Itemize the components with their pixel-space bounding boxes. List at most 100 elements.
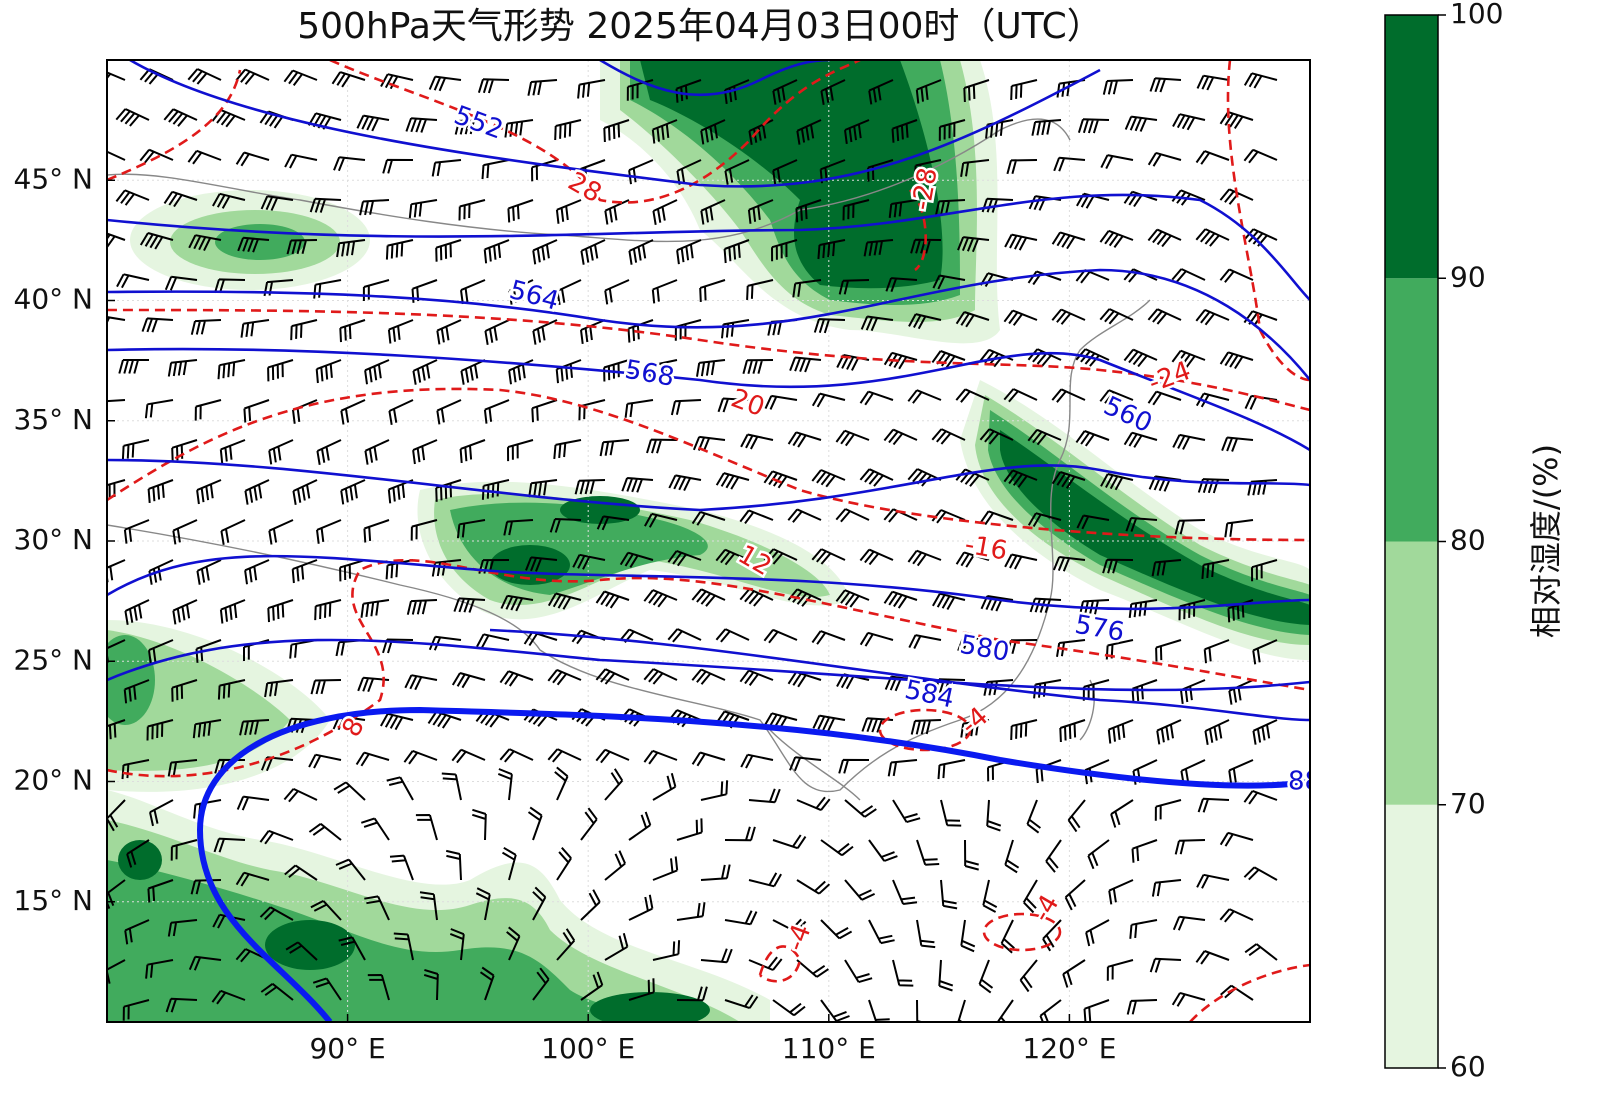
wind-barb xyxy=(339,559,366,582)
wind-barb xyxy=(916,919,936,949)
wind-barb xyxy=(835,429,870,447)
wind-barb xyxy=(286,239,318,255)
wind-barb xyxy=(356,114,390,132)
wind-barb xyxy=(603,359,630,382)
wind-barb xyxy=(308,822,342,841)
wind-barb xyxy=(213,837,246,853)
wind-barb xyxy=(556,279,582,305)
wind-barb xyxy=(403,749,438,765)
wind-barb xyxy=(916,839,940,866)
wind-barb xyxy=(507,199,534,223)
wind-barb xyxy=(748,788,781,804)
wind-barb xyxy=(107,799,126,832)
wind-barb xyxy=(674,319,702,341)
wind-barb xyxy=(412,439,438,465)
wind-barb xyxy=(124,919,150,945)
wind-barb xyxy=(649,359,678,380)
wind-barb xyxy=(1110,799,1134,828)
y-tick-label: 25° N xyxy=(14,643,93,676)
wind-barb xyxy=(163,190,198,208)
wind-barb xyxy=(628,894,654,921)
wind-barb xyxy=(554,119,582,141)
wind-barb xyxy=(668,474,702,492)
wind-barb xyxy=(859,548,894,566)
wind-barb xyxy=(1228,759,1254,785)
wind-barb xyxy=(603,119,630,143)
wind-barb xyxy=(435,239,462,262)
wind-barb xyxy=(910,238,942,254)
wind-barb xyxy=(268,439,294,465)
wind-barb xyxy=(844,119,870,145)
wind-barb xyxy=(580,971,604,1001)
wind-barb xyxy=(126,839,150,868)
wind-barb xyxy=(868,839,898,862)
wind-barb xyxy=(1019,959,1038,993)
x-tick-label: 120° E xyxy=(1022,1032,1116,1065)
wind-barb xyxy=(1171,268,1206,283)
wind-barb xyxy=(555,359,582,384)
wind-barb xyxy=(336,239,366,258)
wind-barb xyxy=(211,989,246,1005)
wind-barb xyxy=(192,719,222,739)
wind-barb xyxy=(479,966,495,1001)
wind-barb xyxy=(913,159,942,180)
wind-barb xyxy=(652,856,679,881)
wind-barb xyxy=(764,394,798,410)
wind-barb xyxy=(1125,517,1158,532)
wind-barb xyxy=(389,854,414,881)
wind-barb xyxy=(1031,119,1062,136)
wind-barb xyxy=(360,599,390,618)
wind-barb xyxy=(243,399,270,423)
wind-barb xyxy=(574,479,606,495)
wind-barb xyxy=(244,479,270,505)
wind-barb xyxy=(580,889,601,921)
wind-barb xyxy=(387,319,414,344)
wind-barb xyxy=(916,999,925,1022)
wind-barb xyxy=(454,119,486,135)
y-tick-label: 15° N xyxy=(14,884,93,917)
wind-barb xyxy=(796,959,829,978)
wind-barb xyxy=(427,710,462,729)
map-title: 500hPa天气形势 2025年04月03日00时（UTC） xyxy=(297,6,1103,47)
wind-barb xyxy=(259,110,294,129)
wind-barb xyxy=(691,588,726,607)
wind-barb xyxy=(147,879,174,903)
wind-barb xyxy=(933,678,966,694)
wind-barb xyxy=(235,68,270,85)
colorbar-tick-label: 80 xyxy=(1450,524,1486,557)
wind-barb xyxy=(1172,433,1206,450)
wind-barb xyxy=(1178,599,1206,621)
wind-barb xyxy=(811,469,846,488)
wind-barb xyxy=(149,799,174,827)
colorbar-label: 相对湿度/(%) xyxy=(1527,444,1565,638)
wind-barb xyxy=(628,811,652,841)
wind-barb xyxy=(171,679,198,702)
wind-barb xyxy=(1219,188,1254,205)
wind-barb xyxy=(624,399,654,418)
wind-barb xyxy=(531,399,558,423)
height-label: 560 xyxy=(1099,391,1157,439)
wind-barb xyxy=(477,78,510,94)
y-tick-label: 20° N xyxy=(14,764,93,797)
wind-barb xyxy=(1051,471,1086,489)
wind-barb xyxy=(476,633,510,649)
wind-barb xyxy=(188,234,222,252)
wind-barb xyxy=(316,439,342,465)
wind-barb xyxy=(796,796,831,812)
wind-barb xyxy=(792,279,822,298)
wind-barb xyxy=(219,599,246,624)
wind-barb xyxy=(1228,679,1254,705)
wind-barb xyxy=(435,479,462,502)
wind-barb xyxy=(331,71,366,88)
wind-barb xyxy=(360,817,390,841)
wind-barb xyxy=(339,319,366,343)
wind-barb xyxy=(940,879,958,910)
wind-barb xyxy=(497,768,513,801)
wind-barb xyxy=(1172,113,1206,131)
colorbar-segment xyxy=(1385,278,1438,542)
wind-barb xyxy=(628,978,655,1001)
wind-barb xyxy=(1174,519,1206,535)
wind-barb xyxy=(838,279,870,295)
wind-barb xyxy=(667,628,702,643)
